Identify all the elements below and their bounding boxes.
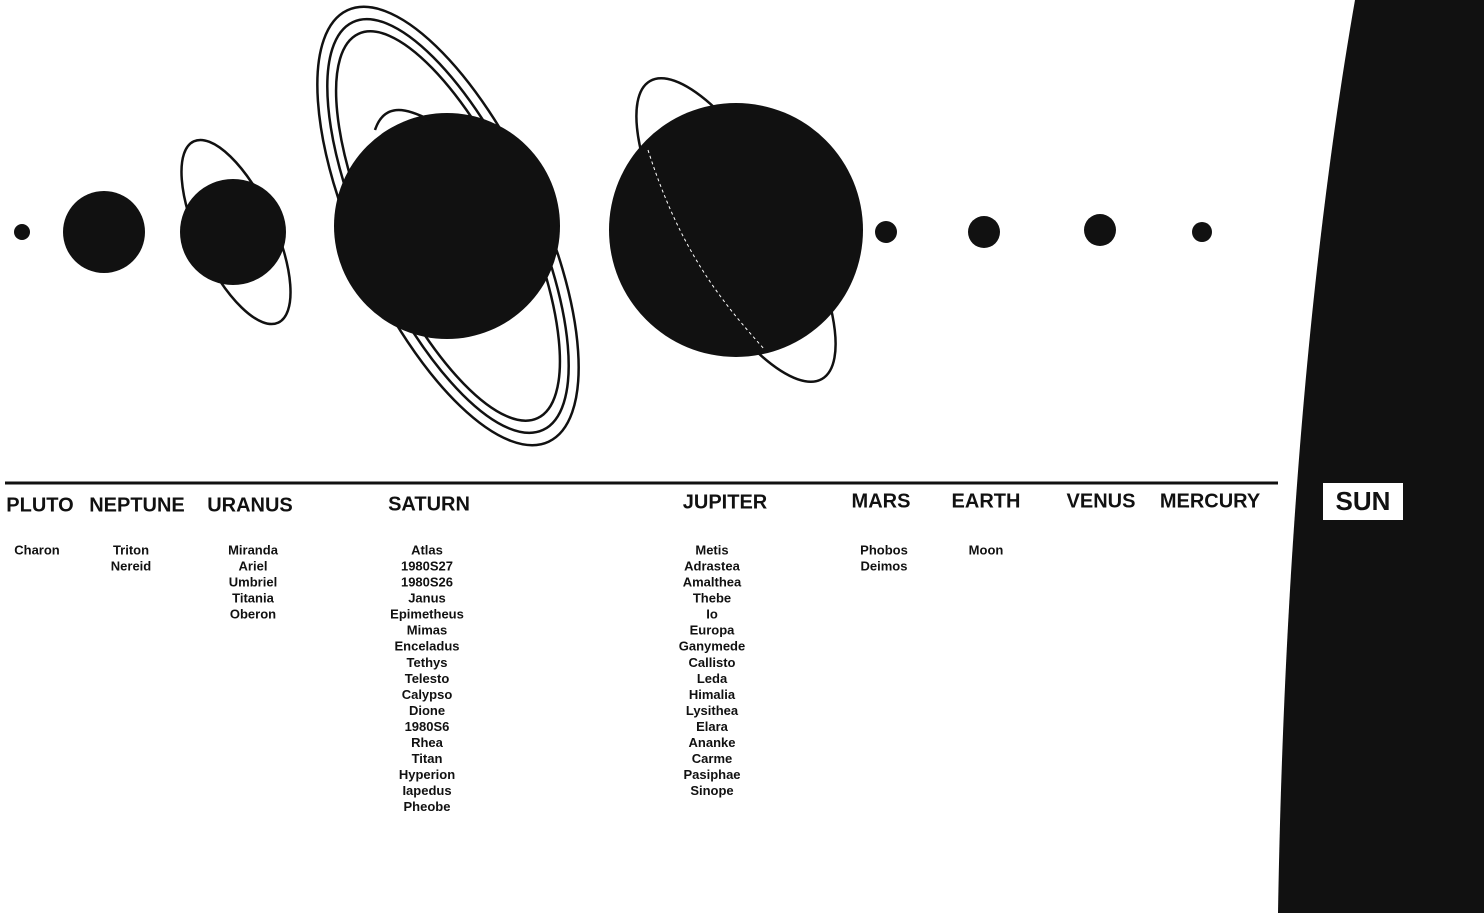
moon-label: Pasiphae [683, 767, 740, 782]
moon-label: Himalia [689, 687, 736, 702]
moon-label: Nereid [111, 558, 152, 573]
sun-shape [1278, 0, 1484, 913]
moon-label: Epimetheus [390, 607, 464, 622]
moon-label: Europa [690, 623, 736, 638]
planet-label: PLUTO [6, 494, 73, 516]
moon-label: Triton [113, 542, 149, 557]
planet-label: MARS [852, 490, 911, 512]
pluto [14, 224, 30, 240]
moon-label: Thebe [693, 591, 731, 606]
planet-label: NEPTUNE [89, 494, 185, 516]
moon-label: Ganymede [679, 639, 745, 654]
moon-label: Ariel [239, 558, 268, 573]
moon-label: Mimas [407, 623, 447, 638]
moon-label: Calypso [402, 687, 453, 702]
moon-label: Atlas [411, 542, 443, 557]
planet-label: URANUS [207, 494, 293, 516]
moon-label: Pheobe [404, 799, 451, 814]
jupiter-ring-shadow [647, 149, 766, 351]
moon-label: Metis [695, 542, 728, 557]
moon-label: Phobos [860, 542, 908, 557]
moon-label: 1980S6 [405, 719, 450, 734]
moon-label: Rhea [411, 735, 444, 750]
moon-label: Titan [412, 751, 443, 766]
moon-label: 1980S26 [401, 575, 453, 590]
moon-label: Deimos [861, 558, 908, 573]
moon-label: Moon [969, 542, 1004, 557]
moon-label: Oberon [230, 607, 276, 622]
moon-label: Dione [409, 703, 445, 718]
moon-label: 1980S27 [401, 558, 453, 573]
sun-label: SUN [1336, 486, 1391, 516]
moon-label: Io [706, 607, 718, 622]
mars [875, 221, 897, 243]
moon-label: Amalthea [683, 575, 742, 590]
planet-label: VENUS [1067, 490, 1136, 512]
saturn [334, 113, 560, 339]
moon-label: Hyperion [399, 767, 455, 782]
moon-label: Charon [14, 542, 60, 557]
moon-label: Adrastea [684, 558, 740, 573]
planet-label: JUPITER [683, 491, 768, 513]
neptune [63, 191, 145, 273]
moon-label: Umbriel [229, 575, 277, 590]
moon-label: Tethys [407, 655, 448, 670]
saturn-ring-front [373, 108, 431, 131]
planet-label: MERCURY [1160, 490, 1261, 512]
moon-label: Iapedus [402, 783, 451, 798]
moon-label: Leda [697, 671, 728, 686]
planet-label: SATURN [388, 493, 470, 515]
moon-label: Lysithea [686, 703, 739, 718]
mercury [1192, 222, 1212, 242]
moon-label: Telesto [405, 671, 450, 686]
moon-label: Callisto [689, 655, 736, 670]
venus [1084, 214, 1116, 246]
moon-label: Elara [696, 719, 729, 734]
moon-label: Ananke [689, 735, 736, 750]
moon-label: Titania [232, 591, 274, 606]
earth [968, 216, 1000, 248]
moon-label: Miranda [228, 542, 279, 557]
moon-label: Janus [408, 591, 446, 606]
sun-label-box [1323, 483, 1403, 520]
moon-label: Enceladus [394, 639, 459, 654]
moon-label: Carme [692, 751, 732, 766]
uranus [180, 179, 286, 285]
planet-label: EARTH [952, 490, 1021, 512]
moon-label: Sinope [690, 783, 733, 798]
jupiter [609, 103, 863, 357]
